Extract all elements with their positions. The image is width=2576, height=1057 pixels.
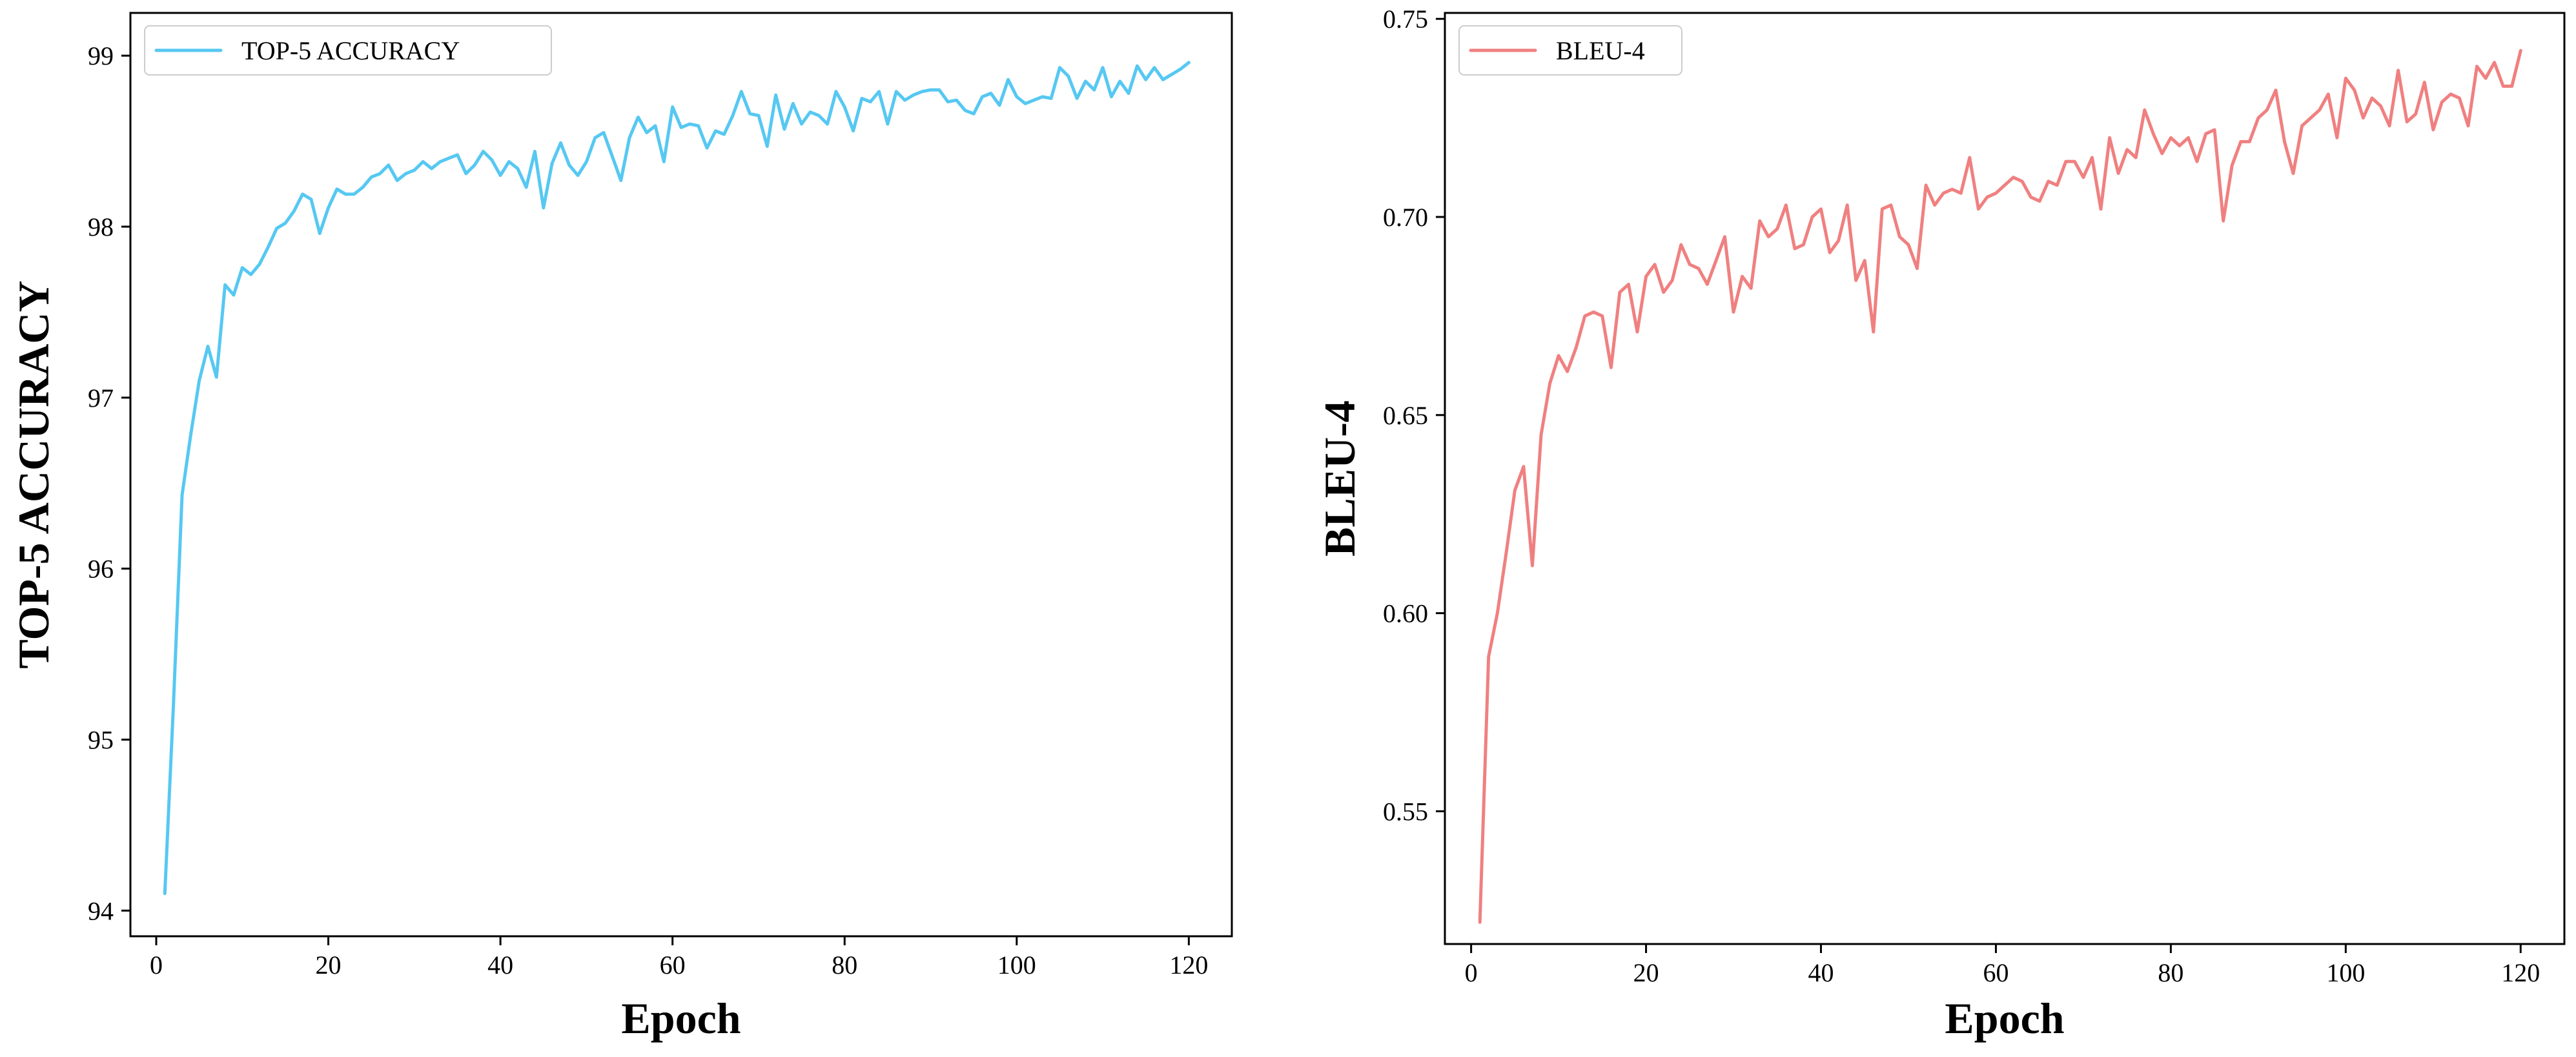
chart2-panel: 0 20 40 60 80 100 120 0.55 0.60 0.65 0.70 0.75 Epoch… — [1315, 5, 2566, 1043]
chart1-y-tick-label: 95 — [88, 725, 114, 754]
chart1-x-tick-label: 100 — [997, 950, 1036, 980]
chart2-y-tick-label: 0.60 — [1383, 599, 1428, 628]
chart2-y-axis-title: BLEU-4 — [1315, 400, 1364, 557]
chart1-y-tick-label: 99 — [88, 41, 114, 70]
chart2-legend-label: BLEU-4 — [1556, 36, 1645, 65]
chart2-x-tick-label: 120 — [2501, 958, 2540, 987]
chart1-y-tick-label: 97 — [88, 384, 114, 413]
chart2-x-axis-title: Epoch — [1945, 994, 2064, 1043]
chart2-y-tick-label: 0.55 — [1383, 797, 1428, 826]
chart1-y-axis-title: TOP-5 ACCURACY — [9, 280, 58, 668]
chart2-x-tick-label: 100 — [2326, 958, 2365, 987]
chart1-y-tick-label: 94 — [88, 896, 114, 925]
chart1-x-tick-label: 80 — [832, 950, 857, 980]
chart1-x-tick-label: 40 — [487, 950, 513, 980]
chart1-legend-box — [144, 25, 552, 76]
chart2-x-tick-label: 20 — [1633, 958, 1659, 987]
chart2-y-tick-label: 0.75 — [1383, 5, 1428, 34]
chart1-x-axis-title: Epoch — [621, 994, 741, 1043]
chart1-series-line-1 — [163, 61, 1191, 896]
chart2-x-tick-label: 40 — [1808, 958, 1834, 987]
chart1-plot-frame — [129, 12, 1233, 938]
chart2-y-tick-label: 0.70 — [1383, 203, 1428, 232]
chart1-legend-label: TOP-5 ACCURACY — [241, 36, 460, 65]
chart2-x-tick-label: 60 — [1983, 958, 2009, 987]
chart1-y-tick-label: 96 — [88, 555, 114, 584]
chart1-y-tick-label: 98 — [88, 212, 114, 241]
chart1-panel: 0 20 40 60 80 100 120 94 95 96 97 98 99 Epoch TOP-5 AC… — [9, 12, 1233, 1043]
chart1-x-tick-label: 0 — [150, 950, 163, 980]
chart2-plot-frame — [1444, 12, 2566, 945]
chart2-legend-box — [1458, 25, 1682, 76]
chart1-x-tick-label: 120 — [1169, 950, 1208, 980]
chart2-y-tick-label: 0.65 — [1383, 401, 1428, 430]
chart1-x-tick-label: 60 — [660, 950, 686, 980]
chart1-x-tick-label: 20 — [316, 950, 342, 980]
chart2-x-tick-label: 0 — [1465, 958, 1478, 987]
chart2-x-tick-label: 80 — [2158, 958, 2183, 987]
chart2-series-line-1 — [1478, 48, 2522, 924]
